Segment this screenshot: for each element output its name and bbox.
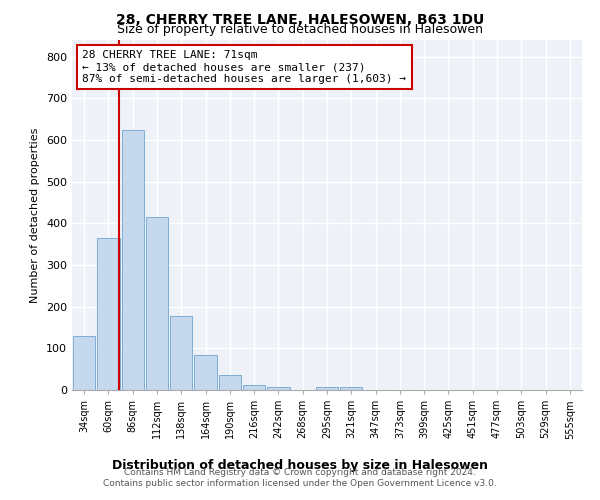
Text: 28 CHERRY TREE LANE: 71sqm
← 13% of detached houses are smaller (237)
87% of sem: 28 CHERRY TREE LANE: 71sqm ← 13% of deta…: [82, 50, 406, 84]
Bar: [316, 386, 338, 390]
Bar: [122, 130, 144, 390]
Text: Distribution of detached houses by size in Halesowen: Distribution of detached houses by size …: [112, 458, 488, 471]
Text: 28, CHERRY TREE LANE, HALESOWEN, B63 1DU: 28, CHERRY TREE LANE, HALESOWEN, B63 1DU: [116, 12, 484, 26]
Y-axis label: Number of detached properties: Number of detached properties: [31, 128, 40, 302]
Bar: [340, 386, 362, 390]
Bar: [194, 354, 217, 390]
Bar: [170, 316, 193, 390]
Text: Contains HM Land Registry data © Crown copyright and database right 2024.
Contai: Contains HM Land Registry data © Crown c…: [103, 468, 497, 487]
Bar: [97, 238, 119, 390]
Bar: [73, 336, 95, 390]
Bar: [218, 376, 241, 390]
Text: Size of property relative to detached houses in Halesowen: Size of property relative to detached ho…: [117, 22, 483, 36]
Bar: [243, 384, 265, 390]
Bar: [146, 217, 168, 390]
Bar: [267, 386, 290, 390]
